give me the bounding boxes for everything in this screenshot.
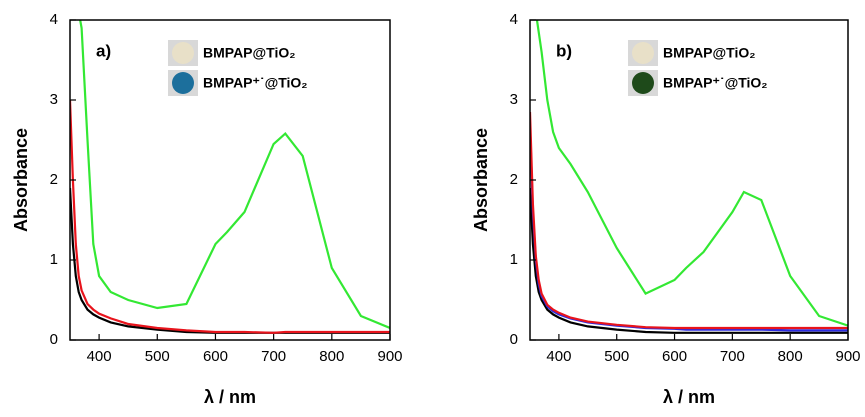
y-tick-label: 3 (510, 91, 518, 108)
y-tick-label: 2 (50, 171, 58, 188)
x-tick-label: 400 (87, 348, 112, 365)
x-tick-label: 500 (145, 348, 170, 365)
spectrum-line (530, 187, 848, 334)
axes-frame (529, 19, 849, 341)
x-tick-label: 500 (604, 348, 629, 365)
spectrum-line (70, 99, 390, 334)
x-tick-label: 700 (720, 348, 745, 365)
spectrum-line (70, 187, 390, 334)
spectrum-line (79, 20, 390, 330)
x-tick-label: 600 (662, 348, 687, 365)
x-axis-title: λ / nm (663, 387, 715, 407)
legend-swatch-dot (632, 42, 654, 64)
y-tick-label: 3 (50, 91, 58, 108)
spectrum-line (530, 123, 848, 332)
legend-swatch-dot (632, 72, 654, 94)
spectrum-line (530, 111, 848, 330)
y-tick-label: 0 (50, 331, 58, 348)
y-axis-title: Absorbance (11, 128, 31, 232)
x-tick-label: 400 (546, 348, 571, 365)
x-tick-label: 900 (377, 348, 402, 365)
y-tick-label: 0 (510, 331, 518, 348)
legend-label: BMPAP@TiO₂ (203, 45, 295, 61)
legend-label: BMPAP⁺˙@TiO₂ (663, 75, 768, 91)
y-tick-label: 2 (510, 171, 518, 188)
x-tick-label: 700 (261, 348, 286, 365)
x-axis-title: λ / nm (204, 387, 256, 407)
y-tick-label: 1 (50, 251, 58, 268)
x-tick-label: 800 (319, 348, 344, 365)
spectrum-line (535, 20, 848, 327)
axes-frame (69, 19, 391, 341)
x-tick-label: 800 (778, 348, 803, 365)
panel-label: a) (96, 41, 111, 60)
y-axis-title: Absorbance (471, 128, 491, 232)
x-tick-label: 900 (835, 348, 860, 365)
legend-label: BMPAP⁺˙@TiO₂ (203, 75, 308, 91)
panel-label: b) (556, 41, 572, 60)
y-tick-label: 4 (510, 11, 518, 28)
legend-swatch-dot (172, 72, 194, 94)
y-tick-label: 4 (50, 11, 58, 28)
y-tick-label: 1 (510, 251, 518, 268)
legend-swatch-dot (172, 42, 194, 64)
x-tick-label: 600 (203, 348, 228, 365)
legend-label: BMPAP@TiO₂ (663, 45, 755, 61)
